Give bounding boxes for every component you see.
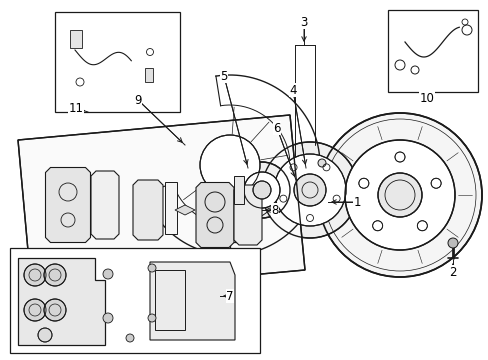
Circle shape [317,113,481,277]
Circle shape [416,221,427,231]
Circle shape [262,142,357,238]
Polygon shape [45,167,90,243]
Text: 2: 2 [448,266,456,279]
Circle shape [394,152,404,162]
Bar [55,12,180,112]
Bar [70,30,82,48]
Circle shape [244,172,280,208]
Circle shape [377,173,421,217]
Circle shape [430,178,440,188]
Circle shape [44,299,66,321]
Text: 1: 1 [352,195,360,208]
Text: 3: 3 [300,15,307,28]
Circle shape [293,174,325,206]
Text: 4: 4 [289,84,296,96]
Polygon shape [196,183,234,248]
Circle shape [358,178,368,188]
Circle shape [317,159,325,167]
Polygon shape [175,205,195,215]
Polygon shape [133,180,163,240]
Circle shape [273,154,346,226]
Circle shape [24,264,46,286]
Bar [10,248,260,353]
Polygon shape [234,185,262,245]
Circle shape [200,135,260,195]
Polygon shape [91,171,119,239]
Text: 7: 7 [226,289,233,302]
Text: 8: 8 [271,203,278,216]
Circle shape [103,269,113,279]
Text: 6: 6 [273,122,280,135]
Circle shape [372,221,382,231]
Circle shape [44,264,66,286]
Circle shape [103,313,113,323]
Circle shape [345,140,454,250]
Circle shape [447,238,457,248]
Polygon shape [18,115,305,295]
Bar [234,176,244,204]
Bar [164,182,177,234]
Polygon shape [18,258,105,345]
Bar [145,68,153,82]
Text: 9: 9 [134,94,142,107]
Bar [387,10,477,92]
Text: 5: 5 [220,69,227,82]
Circle shape [126,334,134,342]
Circle shape [24,299,46,321]
Circle shape [252,181,270,199]
Text: 11: 11 [68,102,83,114]
Bar [155,270,184,330]
Circle shape [148,264,156,272]
Circle shape [38,328,52,342]
Circle shape [234,162,289,218]
Text: 10: 10 [419,91,433,104]
Polygon shape [150,262,235,340]
Circle shape [148,314,156,322]
